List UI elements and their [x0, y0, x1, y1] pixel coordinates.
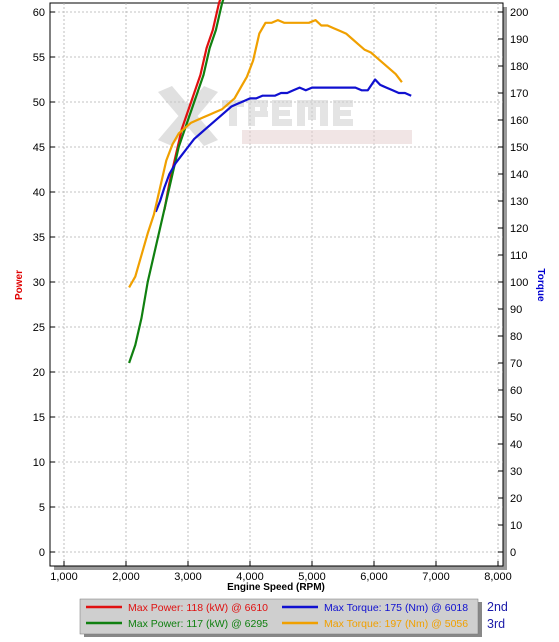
- left-tick-label: 30: [33, 277, 45, 289]
- plot-area: [49, 2, 504, 567]
- right-tick-label: 30: [510, 466, 522, 478]
- left-tick-label: 40: [33, 187, 45, 199]
- x-tick-label: 1,000: [50, 571, 78, 583]
- left-tick-label: 45: [33, 142, 45, 154]
- left-tick-label: 25: [33, 322, 45, 334]
- right-tick-label: 60: [510, 385, 522, 397]
- series-line-power_3rd: [128, 0, 225, 364]
- right-tick-label: 160: [510, 115, 528, 127]
- left-tick-label: 35: [33, 232, 45, 244]
- x-tick-label: 2,000: [112, 571, 140, 583]
- x-tick-label: 5,000: [298, 571, 326, 583]
- right-tick-label: 190: [510, 34, 528, 46]
- x-tick-label: 7,000: [422, 571, 450, 583]
- series-layer: [128, 0, 412, 364]
- left-tick-label: 55: [33, 52, 45, 64]
- right-tick-label: 90: [510, 304, 522, 316]
- legend-box: [79, 598, 479, 635]
- gear-label-2nd: 2nd: [487, 600, 508, 614]
- x-tick-label: 6,000: [360, 571, 388, 583]
- series-line-torque_2nd: [154, 78, 412, 213]
- right-tick-label: 150: [510, 142, 528, 154]
- right-tick-label: 40: [510, 439, 522, 451]
- right-tick-label: 200: [510, 7, 528, 19]
- x-tick-label: 4,000: [236, 571, 264, 583]
- right-tick-label: 50: [510, 412, 522, 424]
- legend-label-torque_3rd: Max Torque: 197 (Nm) @ 5056: [324, 618, 468, 630]
- left-tick-label: 10: [33, 457, 45, 469]
- grid-lines: [50, 3, 503, 566]
- x-axis-title: Engine Speed (RPM): [227, 582, 325, 593]
- right-tick-label: 170: [510, 88, 528, 100]
- left-tick-label: 0: [39, 547, 45, 559]
- x-axis-ticks: 1,000 2,000 3,000 4,000 5,000 6,000 7,000 8,000: [50, 561, 512, 583]
- right-tick-label: 100: [510, 277, 528, 289]
- left-tick-label: 50: [33, 97, 45, 109]
- right-tick-label: 10: [510, 520, 522, 532]
- x-tick-label: 8,000: [484, 571, 512, 583]
- right-tick-label: 120: [510, 223, 528, 235]
- left-tick-label: 5: [39, 502, 45, 514]
- series-line-power_2nd: [163, 0, 222, 211]
- right-tick-label: 180: [510, 61, 528, 73]
- left-axis-ticks: 0510152025303540455055606570758085909510…: [33, 7, 55, 559]
- x-tick-label: 3,000: [174, 571, 202, 583]
- right-axis-ticks: 0 10 20 30 40 50 60 70 80 90 100 110 120 130 140 150 160…: [498, 7, 528, 559]
- left-axis-title: Power: [14, 270, 25, 300]
- gear-label-3rd: 3rd: [487, 617, 505, 631]
- legend-label-power_3rd: Max Power: 117 (kW) @ 6295: [128, 618, 268, 630]
- left-tick-label: 60: [33, 7, 45, 19]
- left-tick-label: 15: [33, 412, 45, 424]
- right-tick-label: 140: [510, 169, 528, 181]
- series-line-torque_3rd: [128, 19, 403, 288]
- right-tick-label: 0: [510, 547, 516, 559]
- right-tick-label: 20: [510, 493, 522, 505]
- right-axis-title: Torque: [535, 268, 546, 302]
- legend-label-torque_2nd: Max Torque: 175 (Nm) @ 6018: [324, 602, 468, 614]
- legend-label-power_2nd: Max Power: 118 (kW) @ 6610: [128, 602, 268, 614]
- left-tick-label: 20: [33, 367, 45, 379]
- right-tick-label: 130: [510, 196, 528, 208]
- right-tick-label: 110: [510, 250, 528, 262]
- right-tick-label: 70: [510, 358, 522, 370]
- right-tick-label: 80: [510, 331, 522, 343]
- legend: Max Power: 118 (kW) @ 6610 Max Torque: 17…: [86, 602, 468, 630]
